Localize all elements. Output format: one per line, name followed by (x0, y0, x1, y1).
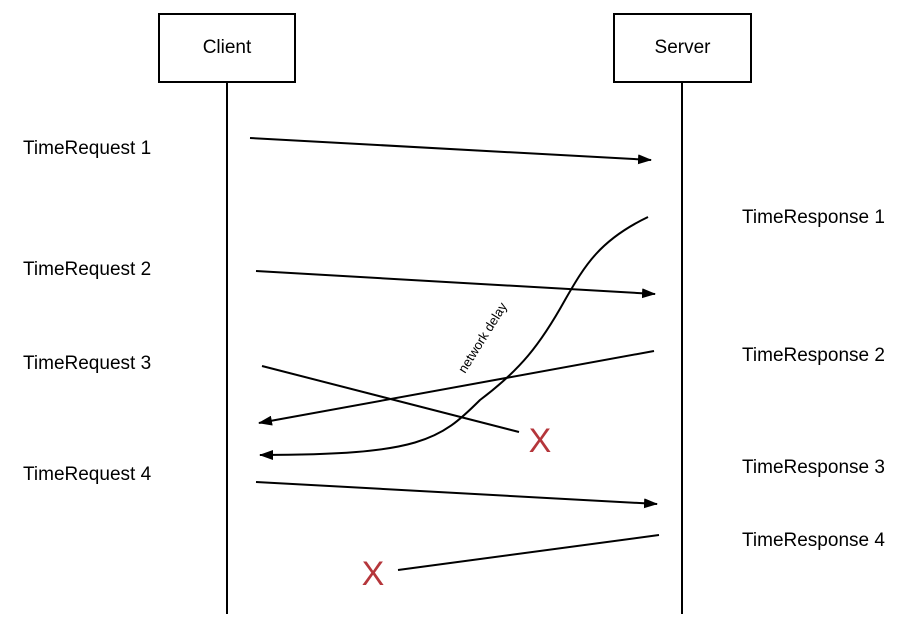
request-1-arrow (249, 137, 652, 165)
lost-marker-response-4: X (362, 555, 385, 593)
request-2-label: TimeRequest 2 (23, 259, 152, 280)
request-1-label: TimeRequest 1 (23, 138, 152, 159)
client-label: Client (202, 37, 252, 58)
response-4-lost-line (397, 534, 660, 571)
lost-marker-request-3: X (529, 422, 552, 460)
request-4-label: TimeRequest 4 (23, 464, 152, 485)
client-participant-box: Client (158, 13, 296, 83)
request-3-label: TimeRequest 3 (23, 353, 152, 374)
request-4-arrow (255, 481, 658, 509)
response-2-arrow (258, 350, 655, 426)
response-2-label: TimeResponse 2 (742, 345, 885, 366)
response-4-label: TimeResponse 4 (742, 530, 885, 551)
server-label: Server (654, 37, 711, 58)
server-participant-box: Server (613, 13, 752, 83)
response-1-delayed-arrow (259, 216, 649, 460)
response-1-label: TimeResponse 1 (742, 207, 885, 228)
response-3-label: TimeResponse 3 (742, 457, 885, 478)
request-2-arrow (255, 270, 656, 299)
network-delay-label: network delay (455, 299, 510, 375)
